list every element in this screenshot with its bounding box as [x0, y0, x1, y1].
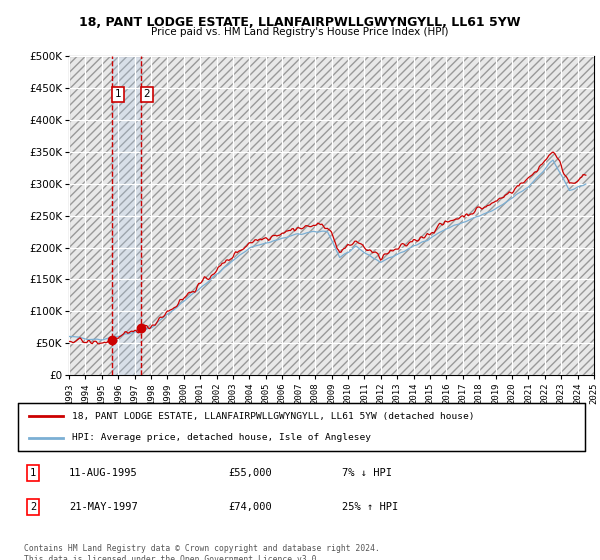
- Bar: [112, 56, 141, 375]
- Text: 18, PANT LODGE ESTATE, LLANFAIRPWLLGWYNGYLL, LL61 5YW (detached house): 18, PANT LODGE ESTATE, LLANFAIRPWLLGWYNG…: [72, 412, 475, 421]
- Text: HPI: Average price, detached house, Isle of Anglesey: HPI: Average price, detached house, Isle…: [72, 433, 371, 442]
- Text: 1: 1: [30, 468, 36, 478]
- Text: 1: 1: [115, 89, 121, 99]
- Text: 11-AUG-1995: 11-AUG-1995: [69, 468, 138, 478]
- Text: £74,000: £74,000: [228, 502, 272, 512]
- Text: 21-MAY-1997: 21-MAY-1997: [69, 502, 138, 512]
- Text: 18, PANT LODGE ESTATE, LLANFAIRPWLLGWYNGYLL, LL61 5YW: 18, PANT LODGE ESTATE, LLANFAIRPWLLGWYNG…: [79, 16, 521, 29]
- Text: 2: 2: [30, 502, 36, 512]
- Text: 2: 2: [143, 89, 150, 99]
- Text: Price paid vs. HM Land Registry's House Price Index (HPI): Price paid vs. HM Land Registry's House …: [151, 27, 449, 37]
- Text: Contains HM Land Registry data © Crown copyright and database right 2024.
This d: Contains HM Land Registry data © Crown c…: [24, 544, 380, 560]
- Text: 7% ↓ HPI: 7% ↓ HPI: [342, 468, 392, 478]
- Text: 25% ↑ HPI: 25% ↑ HPI: [342, 502, 398, 512]
- Text: £55,000: £55,000: [228, 468, 272, 478]
